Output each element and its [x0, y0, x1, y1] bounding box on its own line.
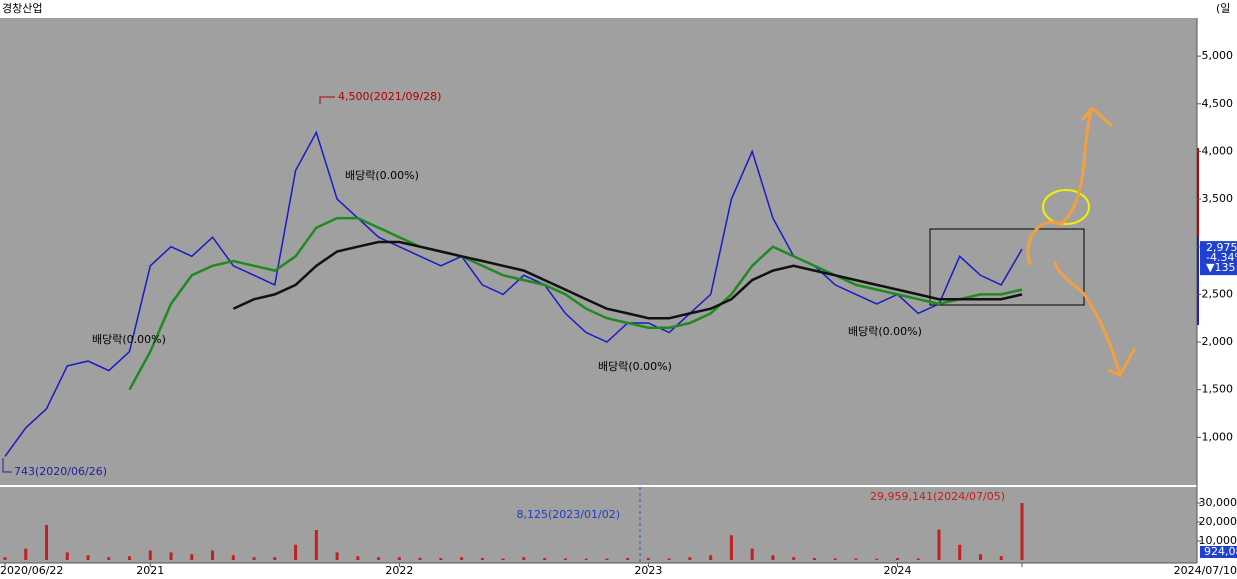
- volume-bar: [771, 555, 775, 560]
- volume-bar: [294, 544, 298, 560]
- volume-bar: [460, 557, 464, 560]
- price-line: [128, 216, 1023, 391]
- volume-bar: [958, 544, 962, 560]
- last-volume-box: [1200, 546, 1237, 558]
- volume-bar: [729, 535, 733, 560]
- volume-bar: [999, 556, 1003, 560]
- volume-bar: [937, 529, 941, 560]
- price-line: [232, 240, 1023, 320]
- volume-bar: [501, 558, 505, 560]
- annotation: 배당락(0.00%): [598, 360, 672, 373]
- annotation-leader: [319, 96, 335, 104]
- x-tick-label: 2024/07/10: [1174, 564, 1237, 577]
- volume-bar: [875, 558, 879, 560]
- volume-bar: [916, 558, 920, 560]
- volume-bar: [45, 525, 49, 560]
- volume-bar: [335, 552, 339, 560]
- volume-bar: [646, 558, 650, 560]
- y-tick-label: 4,000: [1202, 144, 1234, 157]
- highlight-box: [929, 228, 1085, 306]
- highlight-circle: [1042, 189, 1090, 225]
- change-label: ▼135: [1206, 261, 1235, 274]
- volume-bar: [107, 557, 111, 560]
- volume-bar: [211, 550, 215, 560]
- volume-bar: [792, 557, 796, 560]
- period-label: (일: [1216, 1, 1230, 15]
- volume-bar: [563, 558, 567, 560]
- drawn-arrow: [1026, 106, 1114, 266]
- volume-bar: [190, 554, 194, 560]
- volume-bar: [86, 555, 90, 560]
- x-tick-label: 2022: [385, 564, 413, 577]
- volume-bar: [377, 557, 381, 560]
- annotation: 29,959,141(2024/07/05): [870, 490, 1005, 503]
- volume-bar: [688, 557, 692, 560]
- annotation: 배당락(0.00%): [848, 325, 922, 338]
- change-pct-label: -4.34%: [1206, 251, 1237, 264]
- volume-bar: [522, 557, 526, 560]
- volume-bar: [397, 557, 401, 560]
- annotation-leader: [2, 458, 12, 473]
- volume-bar: [439, 558, 443, 560]
- volume-bar: [148, 550, 152, 560]
- last-price-label: 2,975: [1206, 241, 1237, 254]
- y-tick-label: 1,500: [1202, 383, 1234, 396]
- volume-bar: [1020, 503, 1024, 560]
- volume-bar: [252, 557, 256, 560]
- volume-bar: [750, 548, 754, 560]
- y-tick-label: 10,000: [1199, 534, 1237, 547]
- volume-bar: [833, 558, 837, 560]
- price-line: [4, 130, 1023, 457]
- volume-bar: [667, 558, 671, 560]
- y-tick-label: 5,000: [1202, 49, 1234, 62]
- volume-bar: [480, 558, 484, 560]
- y-tick-label: 3,500: [1202, 192, 1234, 205]
- volume-bar: [543, 558, 547, 560]
- annotation: 배당락(0.00%): [92, 333, 166, 346]
- price-panel: [0, 18, 1197, 485]
- y-tick-label: 1,000: [1202, 430, 1234, 443]
- annotation: 4,500(2021/09/28): [338, 90, 441, 103]
- annotation: 8,125(2023/01/02): [517, 508, 620, 521]
- volume-bar: [812, 558, 816, 560]
- volume-bar: [626, 558, 630, 560]
- volume-bar: [356, 556, 360, 560]
- volume-bar: [895, 558, 899, 560]
- last-price-box: [1200, 241, 1237, 276]
- y-tick-label: 30,000: [1199, 496, 1237, 509]
- y-tick-label: 4,500: [1202, 97, 1234, 110]
- volume-bar: [605, 558, 609, 560]
- volume-bar: [978, 554, 982, 560]
- chart-title: 경창산업: [2, 2, 42, 15]
- volume-bar: [65, 552, 69, 560]
- volume-bar: [128, 556, 132, 560]
- volume-bar: [584, 558, 588, 560]
- volume-panel: [0, 487, 1197, 563]
- annotation: 743(2020/06/26): [14, 465, 107, 478]
- x-tick-label: 2024: [883, 564, 911, 577]
- volume-bar: [3, 557, 7, 560]
- annotation: 배당락(0.00%): [345, 169, 419, 182]
- y-tick-label: 2,500: [1202, 287, 1234, 300]
- volume-bar: [24, 548, 28, 560]
- x-tick-label: 2020/06/22: [0, 564, 63, 577]
- last-volume-label: 924,08: [1204, 545, 1237, 558]
- drawn-arrow: [1053, 261, 1137, 378]
- volume-bar: [418, 557, 422, 560]
- volume-bar: [314, 529, 318, 560]
- volume-bar: [854, 558, 858, 560]
- volume-bar: [169, 552, 173, 560]
- volume-bar: [231, 555, 235, 560]
- y-tick-label: 2,000: [1202, 335, 1234, 348]
- x-tick-label: 2023: [634, 564, 662, 577]
- x-tick-label: 2021: [136, 564, 164, 577]
- volume-bar: [273, 557, 277, 560]
- volume-bar: [709, 555, 713, 560]
- y-tick-label: 20,000: [1199, 515, 1237, 528]
